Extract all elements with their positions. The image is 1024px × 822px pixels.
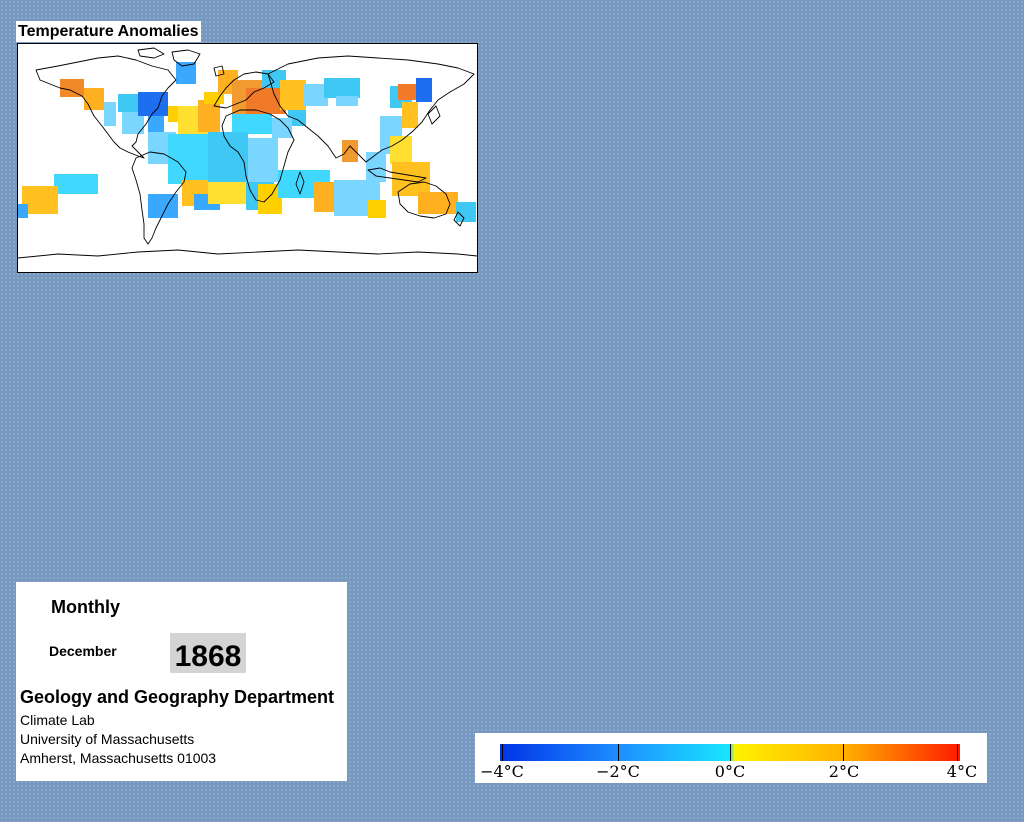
legend-tick — [502, 744, 503, 761]
legend-tick — [730, 744, 731, 761]
period-label: Monthly — [51, 597, 120, 617]
temperature-anomaly-map — [17, 43, 478, 273]
legend-color-bar — [500, 744, 960, 761]
legend-label-plus2: 2°C — [828, 762, 860, 781]
color-legend: −4°C −2°C 0°C 2°C 4°C — [475, 733, 987, 783]
legend-label-minus4: −4°C — [480, 762, 524, 781]
department-name: Geology and Geography Department — [20, 687, 335, 707]
legend-label-minus2: −2°C — [596, 762, 640, 781]
info-panel: Monthly December 1868 Geology and Geogra… — [16, 582, 347, 781]
month-label: December — [49, 643, 117, 659]
legend-label-plus4: 4°C — [946, 762, 978, 781]
legend-label-zero: 0°C — [714, 762, 746, 781]
legend-tick — [957, 744, 958, 761]
anomaly-cells — [18, 62, 476, 222]
address-line: Amherst, Massachusetts 01003 — [20, 750, 217, 766]
coastlines — [18, 47, 477, 259]
university-name: University of Massachusetts — [20, 731, 195, 747]
map-canvas — [18, 47, 477, 259]
lab-name: Climate Lab — [20, 712, 95, 728]
map-title: Temperature Anomalies — [16, 21, 201, 42]
legend-tick — [618, 744, 619, 761]
legend-tick — [843, 744, 844, 761]
year-display: 1868 — [170, 633, 246, 673]
